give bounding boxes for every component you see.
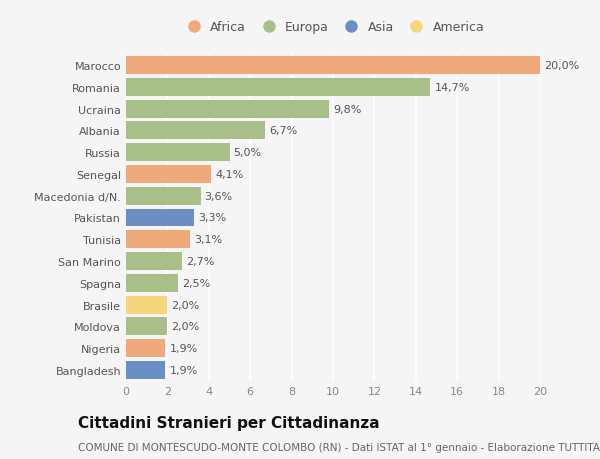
- Bar: [126, 79, 430, 96]
- Text: 20,0%: 20,0%: [544, 61, 580, 71]
- Bar: [126, 296, 167, 314]
- Text: COMUNE DI MONTESCUDO-MONTE COLOMBO (RN) - Dati ISTAT al 1° gennaio - Elaborazion: COMUNE DI MONTESCUDO-MONTE COLOMBO (RN) …: [78, 442, 600, 452]
- Text: 9,8%: 9,8%: [333, 104, 361, 114]
- Bar: [126, 122, 265, 140]
- Legend: Africa, Europa, Asia, America: Africa, Europa, Asia, America: [179, 19, 487, 37]
- Bar: [126, 209, 194, 227]
- Text: 2,5%: 2,5%: [182, 278, 210, 288]
- Bar: [126, 274, 178, 292]
- Bar: [126, 318, 167, 336]
- Bar: [126, 231, 190, 249]
- Text: 2,0%: 2,0%: [172, 300, 200, 310]
- Bar: [126, 252, 182, 270]
- Text: 3,1%: 3,1%: [194, 235, 223, 245]
- Text: 14,7%: 14,7%: [434, 83, 470, 93]
- Bar: [126, 187, 200, 205]
- Bar: [126, 57, 540, 75]
- Bar: [126, 361, 166, 379]
- Text: 2,0%: 2,0%: [172, 322, 200, 332]
- Bar: [126, 340, 166, 357]
- Text: 3,6%: 3,6%: [205, 191, 233, 202]
- Text: 1,9%: 1,9%: [169, 365, 198, 375]
- Text: 3,3%: 3,3%: [199, 213, 227, 223]
- Text: 4,1%: 4,1%: [215, 169, 243, 179]
- Text: 5,0%: 5,0%: [233, 148, 262, 158]
- Bar: [126, 101, 329, 118]
- Text: 2,7%: 2,7%: [186, 257, 214, 267]
- Text: 6,7%: 6,7%: [269, 126, 297, 136]
- Bar: [126, 166, 211, 184]
- Text: Cittadini Stranieri per Cittadinanza: Cittadini Stranieri per Cittadinanza: [78, 415, 380, 431]
- Text: 1,9%: 1,9%: [169, 343, 198, 353]
- Bar: [126, 144, 229, 162]
